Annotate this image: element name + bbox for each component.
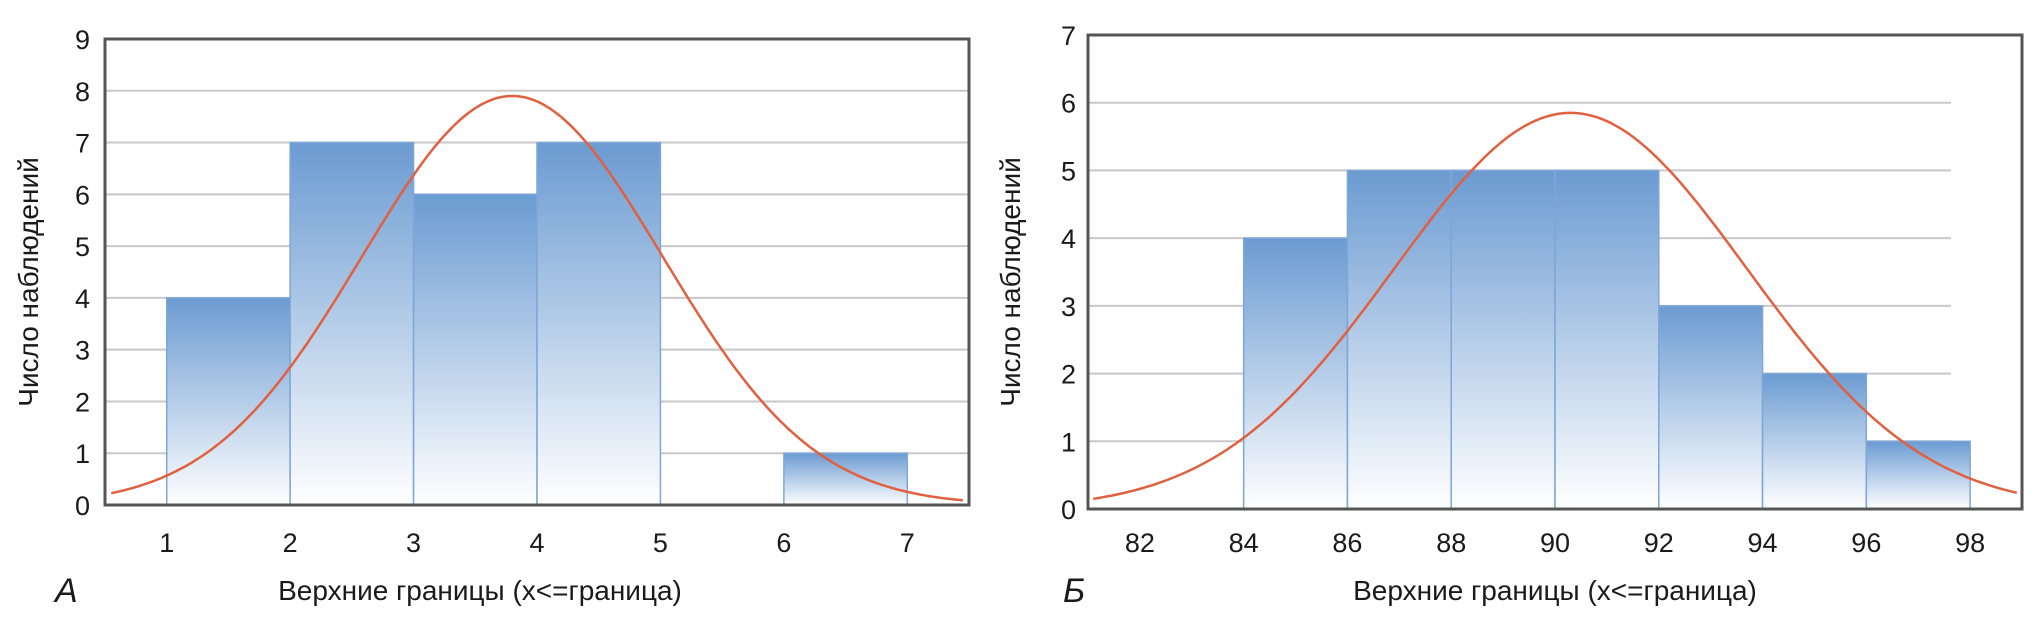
x-tick-label: 84 — [1229, 528, 1259, 558]
x-tick-label: 1 — [159, 528, 174, 558]
plot-frame — [1086, 33, 2024, 511]
y-tick-label: 8 — [75, 77, 90, 107]
x-axis-title: Верхние границы (x<=граница) — [1353, 575, 1757, 606]
y-tick-label: 5 — [75, 232, 90, 262]
x-tick-label: 2 — [283, 528, 298, 558]
y-tick-label: 1 — [75, 439, 90, 469]
y-tick-label: 0 — [75, 491, 90, 521]
y-tick-label: 3 — [75, 336, 90, 366]
y-tick-label: 4 — [1061, 224, 1076, 254]
histogram-bar — [1658, 305, 1764, 510]
y-tick-label: 0 — [1061, 495, 1076, 525]
y-tick-label: 2 — [1061, 360, 1076, 390]
x-tick-label: 3 — [406, 528, 421, 558]
x-tick-label: 7 — [900, 528, 915, 558]
x-tick-label: 4 — [529, 528, 544, 558]
histogram-panel-a: 0 1 2 3 4 5 6 7 8 9 1 2 3 4 5 6 7 Верхние границы (x<=гра… — [13, 25, 971, 610]
panel-letter: Б — [1063, 572, 1085, 610]
histogram-bar — [1346, 169, 1452, 510]
x-tick-label: 6 — [776, 528, 791, 558]
y-tick-label: 9 — [75, 25, 90, 55]
x-tick-label: 82 — [1125, 528, 1155, 558]
histogram-bar — [1242, 237, 1349, 510]
histogram-bar — [1761, 372, 1868, 510]
y-axis-title: Число наблюдений — [13, 157, 44, 407]
x-tick-label: 98 — [1955, 528, 1985, 558]
y-tick-label: 7 — [75, 129, 90, 159]
x-tick-label: 90 — [1540, 528, 1570, 558]
normal-curve — [1093, 111, 2018, 501]
histogram-bar — [412, 193, 538, 506]
y-tick-label: 1 — [1061, 427, 1076, 457]
histogram-bar — [1554, 169, 1660, 510]
histogram-bar — [1450, 169, 1556, 510]
x-tick-label: 5 — [653, 528, 668, 558]
y-tick-label: 5 — [1061, 156, 1076, 186]
y-tick-label: 3 — [1061, 292, 1076, 322]
x-tick-label: 88 — [1436, 528, 1466, 558]
histogram-panel-b: 0 1 2 3 4 5 6 7 82 84 86 88 90 92 94 96 98 Верхние границ… — [995, 21, 2024, 610]
histogram-bar — [783, 452, 909, 506]
x-tick-label: 86 — [1332, 528, 1362, 558]
panel-letter: А — [53, 572, 78, 610]
y-tick-label: 6 — [1061, 89, 1076, 119]
x-tick-label: 96 — [1851, 528, 1881, 558]
normal-curve — [110, 94, 963, 502]
histogram-bar — [536, 141, 662, 506]
y-tick-label: 7 — [1061, 21, 1076, 51]
y-tick-label: 4 — [75, 284, 90, 314]
x-axis-title: Верхние границы (x<=граница) — [278, 575, 682, 606]
y-axis-title: Число наблюдений — [995, 157, 1026, 407]
histogram-bar — [289, 141, 415, 506]
y-tick-label: 6 — [75, 180, 90, 210]
plot-frame — [103, 37, 971, 507]
x-tick-label: 92 — [1644, 528, 1674, 558]
x-tick-label: 94 — [1748, 528, 1778, 558]
y-tick-label: 2 — [75, 387, 90, 417]
histogram-bar — [165, 297, 291, 506]
